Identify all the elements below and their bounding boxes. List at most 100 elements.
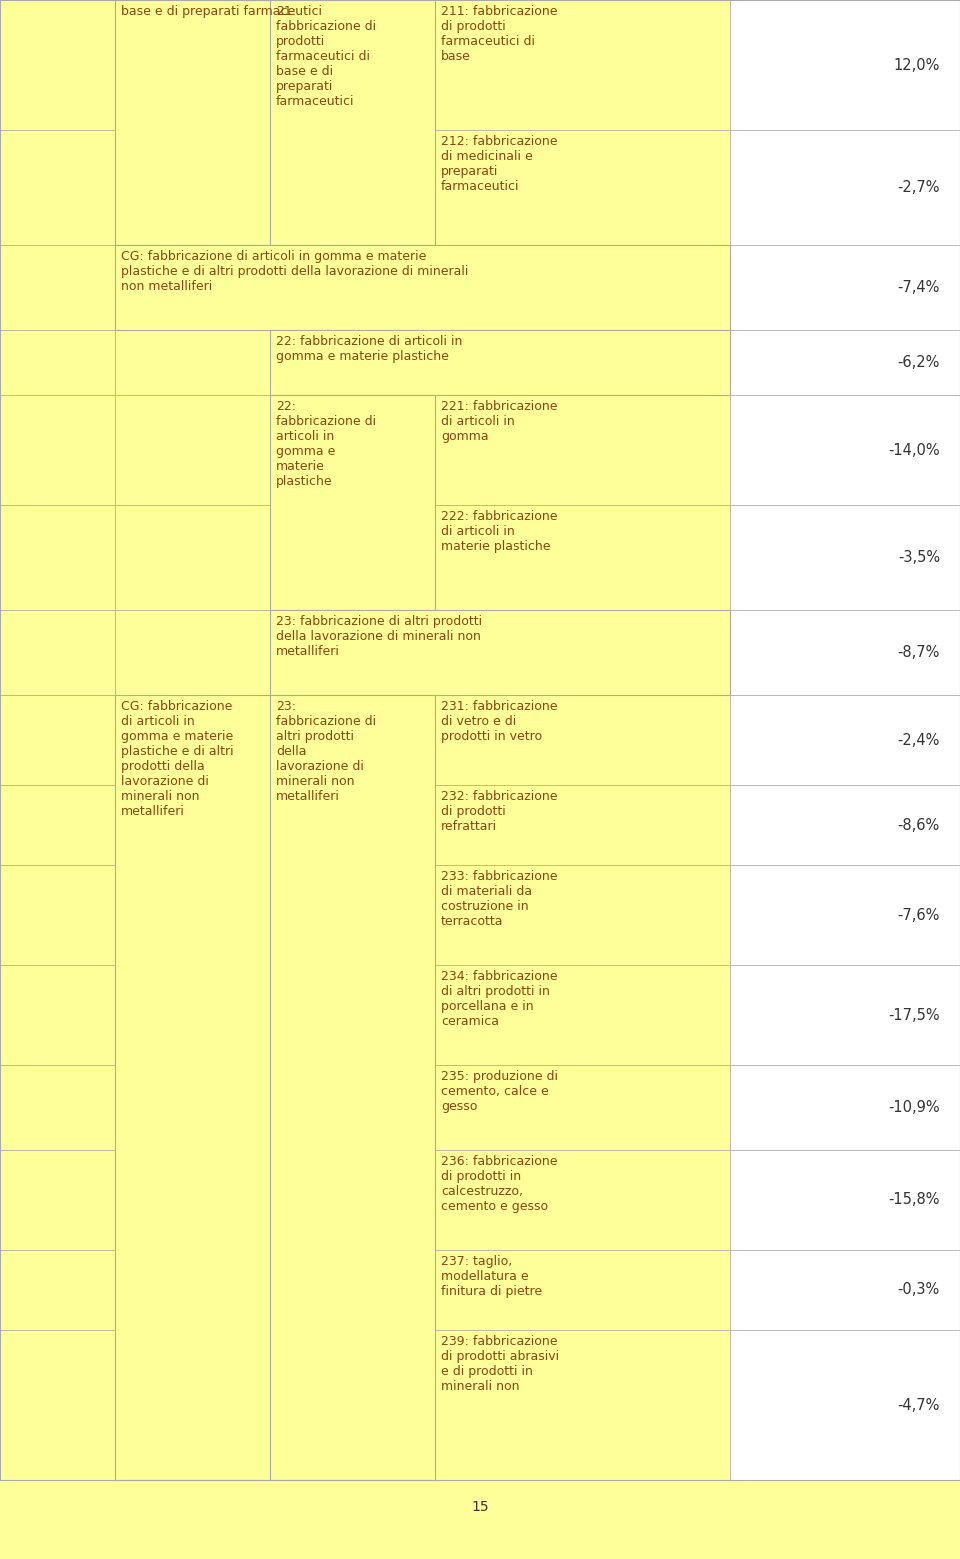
Bar bbox=[730, 0, 960, 129]
Bar bbox=[730, 610, 960, 695]
Bar bbox=[115, 1330, 270, 1479]
Bar bbox=[270, 695, 435, 786]
Bar bbox=[270, 1330, 435, 1479]
Bar bbox=[115, 1065, 270, 1151]
Text: 231: fabbricazione
di vetro e di
prodotti in vetro: 231: fabbricazione di vetro e di prodott… bbox=[441, 700, 558, 744]
Bar bbox=[0, 505, 115, 610]
Bar bbox=[270, 331, 730, 394]
Bar bbox=[0, 786, 115, 865]
Bar bbox=[270, 1065, 435, 1151]
Bar bbox=[270, 505, 435, 610]
Bar bbox=[270, 786, 435, 865]
Text: -3,5%: -3,5% bbox=[898, 550, 940, 564]
Text: -2,4%: -2,4% bbox=[898, 733, 940, 747]
Bar bbox=[435, 1151, 730, 1250]
Bar bbox=[435, 865, 730, 965]
Bar bbox=[730, 245, 960, 331]
Text: 232: fabbricazione
di prodotti
refrattari: 232: fabbricazione di prodotti refrattar… bbox=[441, 790, 558, 833]
Bar bbox=[270, 1250, 435, 1330]
Bar bbox=[115, 695, 270, 786]
Bar bbox=[0, 865, 115, 965]
Bar bbox=[435, 610, 730, 695]
Bar bbox=[0, 1151, 115, 1250]
Bar bbox=[435, 965, 730, 1065]
Text: 12,0%: 12,0% bbox=[894, 58, 940, 73]
Bar bbox=[730, 1330, 960, 1479]
Bar bbox=[435, 0, 730, 129]
Bar bbox=[435, 1065, 730, 1151]
Bar bbox=[270, 0, 435, 245]
Bar bbox=[270, 331, 435, 394]
Bar bbox=[115, 0, 270, 245]
Bar bbox=[730, 1250, 960, 1330]
Text: CG: fabbricazione
di articoli in
gomma e materie
plastiche e di altri
prodotti d: CG: fabbricazione di articoli in gomma e… bbox=[121, 700, 233, 818]
Bar bbox=[0, 245, 115, 331]
Bar bbox=[730, 1065, 960, 1151]
Text: -6,2%: -6,2% bbox=[898, 355, 940, 369]
Bar bbox=[435, 1250, 730, 1330]
Text: 23: fabbricazione di altri prodotti
della lavorazione di minerali non
metallifer: 23: fabbricazione di altri prodotti dell… bbox=[276, 614, 482, 658]
Bar bbox=[115, 394, 270, 505]
Bar bbox=[0, 610, 115, 695]
Bar bbox=[270, 394, 435, 505]
Bar bbox=[435, 786, 730, 865]
Bar bbox=[115, 865, 270, 965]
Bar bbox=[0, 1065, 115, 1151]
Text: 235: produzione di
cemento, calce e
gesso: 235: produzione di cemento, calce e gess… bbox=[441, 1069, 558, 1113]
Bar bbox=[115, 610, 270, 695]
Bar bbox=[0, 1250, 115, 1330]
Text: CG: fabbricazione di articoli in gomma e materie
plastiche e di altri prodotti d: CG: fabbricazione di articoli in gomma e… bbox=[121, 249, 468, 293]
Bar bbox=[270, 610, 435, 695]
Text: 239: fabbricazione
di prodotti abrasivi
e di prodotti in
minerali non: 239: fabbricazione di prodotti abrasivi … bbox=[441, 1335, 559, 1394]
Text: 212: fabbricazione
di medicinali e
preparati
farmaceutici: 212: fabbricazione di medicinali e prepa… bbox=[441, 136, 558, 193]
Text: -2,7%: -2,7% bbox=[898, 179, 940, 195]
Bar bbox=[270, 0, 435, 129]
Bar bbox=[0, 394, 115, 505]
Text: -14,0%: -14,0% bbox=[888, 443, 940, 457]
Bar bbox=[435, 331, 730, 394]
Bar bbox=[730, 965, 960, 1065]
Bar bbox=[0, 965, 115, 1065]
Text: 23:
fabbricazione di
altri prodotti
della
lavorazione di
minerali non
metallifer: 23: fabbricazione di altri prodotti dell… bbox=[276, 700, 376, 803]
Bar bbox=[115, 129, 270, 245]
Bar bbox=[115, 1250, 270, 1330]
Bar bbox=[435, 129, 730, 245]
Text: 234: fabbricazione
di altri prodotti in
porcellana e in
ceramica: 234: fabbricazione di altri prodotti in … bbox=[441, 970, 558, 1027]
Bar bbox=[0, 129, 115, 245]
Text: -17,5%: -17,5% bbox=[888, 1007, 940, 1023]
Bar bbox=[730, 865, 960, 965]
Bar bbox=[270, 394, 435, 610]
Bar bbox=[730, 505, 960, 610]
Text: 22:
fabbricazione di
articoli in
gomma e
materie
plastiche: 22: fabbricazione di articoli in gomma e… bbox=[276, 401, 376, 488]
Bar bbox=[435, 245, 730, 331]
Bar bbox=[270, 1151, 435, 1250]
Bar bbox=[115, 245, 730, 331]
Bar bbox=[435, 394, 730, 505]
Bar bbox=[115, 0, 270, 129]
Text: -8,7%: -8,7% bbox=[898, 645, 940, 659]
Bar bbox=[730, 786, 960, 865]
Bar bbox=[270, 965, 435, 1065]
Text: -7,4%: -7,4% bbox=[898, 281, 940, 295]
Bar bbox=[270, 245, 435, 331]
Bar bbox=[115, 786, 270, 865]
Text: 237: taglio,
modellatura e
finitura di pietre: 237: taglio, modellatura e finitura di p… bbox=[441, 1255, 542, 1299]
Bar bbox=[0, 331, 115, 394]
Text: 15: 15 bbox=[471, 1500, 489, 1514]
Bar bbox=[435, 1330, 730, 1479]
Bar bbox=[115, 965, 270, 1065]
Bar bbox=[115, 331, 270, 394]
Text: 211: fabbricazione
di prodotti
farmaceutici di
base: 211: fabbricazione di prodotti farmaceut… bbox=[441, 5, 558, 62]
Bar bbox=[730, 695, 960, 786]
Text: -10,9%: -10,9% bbox=[888, 1101, 940, 1115]
Text: 236: fabbricazione
di prodotti in
calcestruzzo,
cemento e gesso: 236: fabbricazione di prodotti in calces… bbox=[441, 1155, 558, 1213]
Bar bbox=[0, 1330, 115, 1479]
Text: -15,8%: -15,8% bbox=[889, 1193, 940, 1208]
Bar bbox=[435, 695, 730, 786]
Bar bbox=[435, 505, 730, 610]
Text: base e di preparati farmaceutici: base e di preparati farmaceutici bbox=[121, 5, 322, 19]
Bar bbox=[730, 394, 960, 505]
Text: 221: fabbricazione
di articoli in
gomma: 221: fabbricazione di articoli in gomma bbox=[441, 401, 558, 443]
Bar bbox=[730, 129, 960, 245]
Bar bbox=[0, 0, 115, 129]
